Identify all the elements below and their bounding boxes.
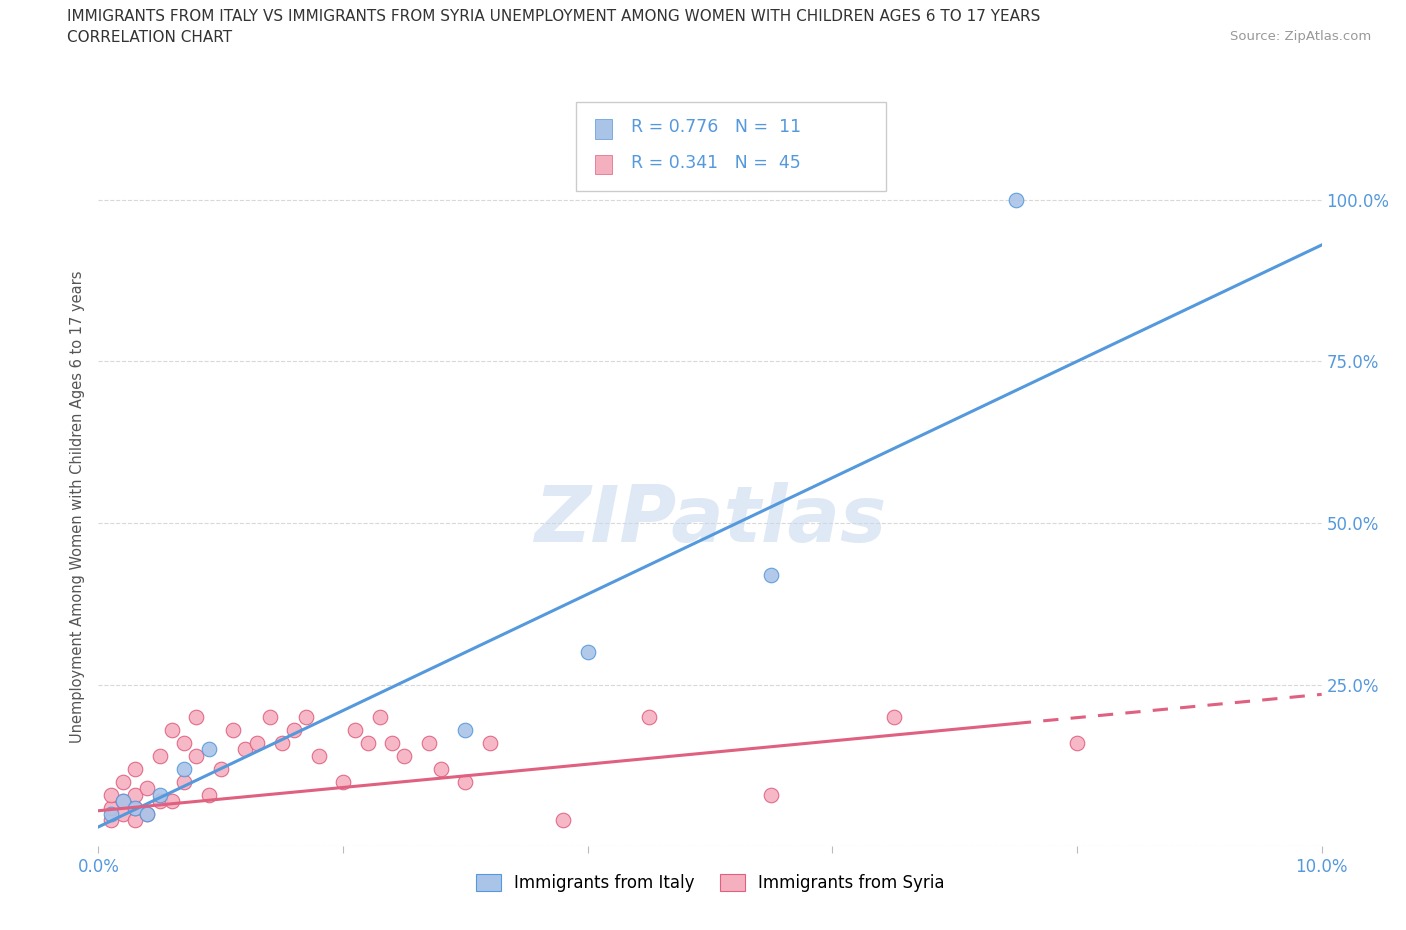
Point xyxy=(356,736,378,751)
Point xyxy=(136,806,159,821)
Point xyxy=(759,567,782,582)
Point xyxy=(283,723,305,737)
Point xyxy=(233,742,256,757)
Point xyxy=(1004,193,1026,207)
Point xyxy=(209,762,232,777)
Point xyxy=(1066,736,1088,751)
Point xyxy=(100,800,122,815)
Point xyxy=(381,736,404,751)
Text: Source: ZipAtlas.com: Source: ZipAtlas.com xyxy=(1230,30,1371,43)
Point xyxy=(136,806,159,821)
Point xyxy=(478,736,501,751)
Point xyxy=(124,800,146,815)
Text: ZIPatlas: ZIPatlas xyxy=(534,483,886,558)
Point xyxy=(368,710,391,724)
Point xyxy=(111,806,134,821)
Point xyxy=(173,762,195,777)
Point xyxy=(149,793,172,808)
Point xyxy=(100,806,122,821)
Point xyxy=(186,710,208,724)
Point xyxy=(197,742,219,757)
Point xyxy=(759,787,782,802)
Point xyxy=(124,762,146,777)
Point xyxy=(270,736,292,751)
Point xyxy=(160,793,183,808)
Point xyxy=(344,723,367,737)
Text: CORRELATION CHART: CORRELATION CHART xyxy=(67,30,232,45)
Text: IMMIGRANTS FROM ITALY VS IMMIGRANTS FROM SYRIA UNEMPLOYMENT AMONG WOMEN WITH CHI: IMMIGRANTS FROM ITALY VS IMMIGRANTS FROM… xyxy=(67,9,1040,24)
Point xyxy=(308,749,330,764)
Point xyxy=(222,723,245,737)
Point xyxy=(149,787,172,802)
Point xyxy=(392,749,416,764)
Point xyxy=(111,793,134,808)
Point xyxy=(100,813,122,828)
Point xyxy=(553,813,575,828)
Point xyxy=(197,787,219,802)
Point xyxy=(111,793,134,808)
Point xyxy=(124,800,146,815)
Point xyxy=(576,644,599,659)
Point xyxy=(100,787,122,802)
Point xyxy=(173,774,195,789)
Point xyxy=(454,723,477,737)
Point xyxy=(259,710,281,724)
Legend: Immigrants from Italy, Immigrants from Syria: Immigrants from Italy, Immigrants from S… xyxy=(470,868,950,899)
Point xyxy=(883,710,905,724)
Point xyxy=(111,774,134,789)
Point xyxy=(332,774,354,789)
Point xyxy=(149,749,172,764)
Point xyxy=(124,813,146,828)
Text: R = 0.341   N =  45: R = 0.341 N = 45 xyxy=(631,153,801,172)
Point xyxy=(160,723,183,737)
Point xyxy=(418,736,440,751)
Point xyxy=(246,736,269,751)
Text: R = 0.776   N =  11: R = 0.776 N = 11 xyxy=(631,118,801,137)
Point xyxy=(295,710,318,724)
Point xyxy=(637,710,661,724)
Point xyxy=(430,762,453,777)
Point xyxy=(186,749,208,764)
Point xyxy=(124,787,146,802)
Point xyxy=(136,780,159,795)
Y-axis label: Unemployment Among Women with Children Ages 6 to 17 years: Unemployment Among Women with Children A… xyxy=(70,271,86,743)
Point xyxy=(173,736,195,751)
Point xyxy=(454,774,477,789)
